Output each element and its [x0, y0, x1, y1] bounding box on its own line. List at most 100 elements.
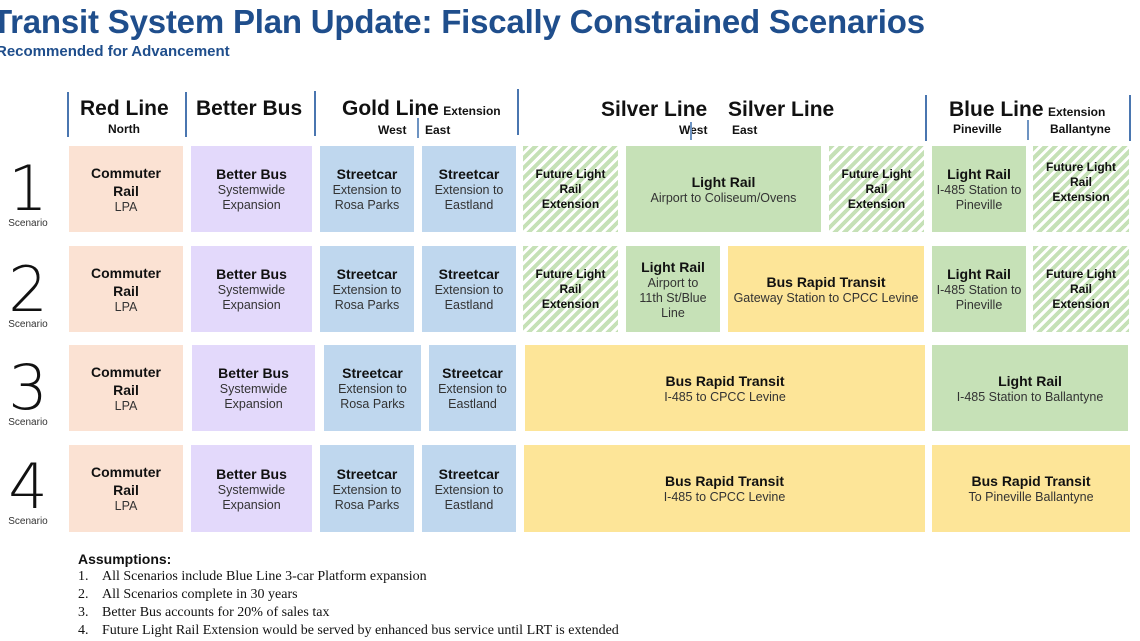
cell-heading: Future Light Rail Extension — [1046, 160, 1116, 204]
scenario-number: 1 — [8, 152, 48, 225]
cell-streetcar-rosa-parks: Streetcar Extension to Rosa Parks — [320, 246, 414, 332]
header-divider — [517, 89, 519, 135]
cell-streetcar-eastland: Streetcar Extension to Eastland — [422, 146, 516, 232]
page-title: Transit System Plan Update: Fiscally Con… — [0, 3, 925, 40]
cell-heading: Commuter Rail — [90, 264, 161, 299]
assumption-item: 4. Future Light Rail Extension would be … — [78, 622, 619, 640]
cell-light-rail-ballantyne: Light Rail I-485 Station to Ballantyne — [932, 345, 1128, 431]
assumption-text: Future Light Rail Extension would be ser… — [102, 623, 619, 638]
cell-detail: I-485 Station to Pineville — [936, 283, 1022, 312]
header-gold-line: Gold Line Extension West East — [342, 97, 501, 137]
header-divider — [314, 91, 316, 136]
cell-streetcar-rosa-parks: Streetcar Extension to Rosa Parks — [324, 345, 421, 431]
cell-better-bus: Better Bus Systemwide Expansion — [191, 246, 312, 332]
cell-heading: Better Bus — [218, 365, 289, 381]
cell-streetcar-rosa-parks: Streetcar Extension to Rosa Parks — [320, 146, 414, 232]
gold-line-title: Gold Line — [342, 97, 439, 120]
assumption-number: 3. — [78, 605, 89, 620]
scenario-caption: Scenario — [8, 319, 48, 330]
header-silver-west: Silver Line West — [601, 98, 707, 137]
cell-detail: I-485 to CPCC Levine — [664, 389, 786, 404]
cell-detail: LPA — [114, 299, 138, 314]
scenario-2-label: 2 Scenario — [0, 253, 56, 331]
cell-heading: Better Bus — [216, 266, 287, 282]
cell-detail: I-485 Station to Pineville — [936, 183, 1022, 212]
header-divider — [1129, 95, 1131, 141]
cell-heading: Bus Rapid Transit — [766, 273, 886, 290]
cell-heading: Bus Rapid Transit — [664, 473, 785, 489]
cell-detail: Extension to Rosa Parks — [332, 183, 402, 212]
cell-heading: Commuter Rail — [90, 464, 161, 498]
assumption-text: All Scenarios include Blue Line 3-car Pl… — [102, 569, 427, 584]
cell-commuter-rail: Commuter Rail LPA — [69, 246, 183, 332]
cell-heading: Future Light Rail Extension — [841, 166, 912, 211]
cell-heading: Future Light Rail Extension — [1046, 266, 1116, 311]
red-line-sub: North — [108, 122, 140, 136]
cell-heading: Light Rail — [947, 166, 1011, 182]
scenario-1-label: 1 Scenario — [0, 152, 56, 230]
scenario-caption: Scenario — [8, 516, 48, 527]
scenario-caption: Scenario — [8, 218, 48, 229]
cell-future-light-rail: Future Light Rail Extension — [1033, 146, 1129, 232]
scenario-3-label: 3 Scenario — [0, 357, 56, 429]
silver-west-sub: West — [679, 123, 708, 137]
cell-brt-i485-cpcc: Bus Rapid Transit I-485 to CPCC Levine — [524, 445, 925, 532]
cell-future-light-rail: Future Light Rail Extension — [523, 246, 618, 332]
cell-commuter-rail: Commuter Rail LPA — [69, 146, 183, 232]
cell-detail: LPA — [114, 499, 138, 513]
scenario-number: 2 — [8, 253, 48, 326]
page-subtitle: Recommended for Advancement — [0, 43, 230, 60]
cell-detail: Extension to Eastland — [438, 382, 507, 411]
cell-heading: Streetcar — [438, 465, 500, 482]
cell-detail: Extension to Rosa Parks — [332, 283, 402, 312]
cell-brt-i485-cpcc: Bus Rapid Transit I-485 to CPCC Levine — [525, 345, 925, 431]
cell-heading: Light Rail — [641, 258, 705, 275]
cell-detail: Gateway Station to CPCC Levine — [733, 290, 919, 305]
cell-heading: Streetcar — [336, 465, 398, 482]
cell-brt-pineville-ballantyne: Bus Rapid Transit To Pineville Ballantyn… — [932, 445, 1130, 532]
cell-heading: Light Rail — [998, 372, 1062, 389]
cell-detail: Extension to Rosa Parks — [338, 382, 407, 411]
cell-heading: Light Rail — [947, 266, 1011, 282]
cell-detail: LPA — [114, 199, 138, 214]
better-bus-title: Better Bus — [196, 97, 303, 120]
scenario-4-label: 4 Scenario — [0, 456, 56, 528]
cell-heading: Commuter Rail — [90, 164, 161, 199]
cell-commuter-rail: Commuter Rail LPA — [69, 345, 183, 431]
cell-light-rail-pineville: Light Rail I-485 Station to Pineville — [932, 246, 1026, 332]
assumption-item: 3. Better Bus accounts for 20% of sales … — [78, 604, 619, 622]
header-subdivider — [690, 122, 692, 140]
cell-heading: Future Light Rail Extension — [535, 266, 606, 311]
header-blue-line: Blue Line Extension Pineville Ballantyne — [949, 98, 1111, 136]
header-subdivider — [1027, 120, 1029, 140]
cell-heading: Light Rail — [691, 173, 756, 190]
cell-heading: Better Bus — [216, 166, 287, 182]
cell-detail: I-485 Station to Ballantyne — [956, 389, 1104, 404]
cell-detail: Extension to Eastland — [434, 482, 504, 512]
cell-detail: Airport to Coliseum/Ovens — [650, 190, 797, 205]
assumptions-heading: Assumptions: — [78, 551, 172, 567]
blue-line-pineville: Pineville — [953, 122, 1002, 136]
cell-light-rail-pineville: Light Rail I-485 Station to Pineville — [932, 146, 1026, 232]
cell-future-light-rail: Future Light Rail Extension — [1033, 246, 1129, 332]
cell-light-rail-airport-11th: Light Rail Airport to 11th St/Blue Line — [626, 246, 720, 332]
assumptions-section: Assumptions: 1. All Scenarios include Bl… — [78, 551, 619, 640]
cell-commuter-rail: Commuter Rail LPA — [69, 445, 183, 532]
cell-heading: Streetcar — [336, 166, 398, 182]
assumption-item: 2. All Scenarios complete in 30 years — [78, 586, 619, 604]
blue-line-ext: Extension — [1047, 105, 1106, 119]
assumption-text: Better Bus accounts for 20% of sales tax — [102, 605, 330, 620]
assumption-text: All Scenarios complete in 30 years — [102, 587, 298, 602]
gold-line-ext: Extension — [443, 104, 501, 118]
header-divider — [185, 92, 187, 137]
cell-detail: Systemwide Expansion — [217, 283, 286, 312]
silver-east-title: Silver Line — [728, 98, 835, 121]
cell-streetcar-eastland: Streetcar Extension to Eastland — [429, 345, 516, 431]
cell-detail: LPA — [114, 398, 138, 413]
cell-detail: Systemwide Expansion — [219, 382, 288, 411]
header-divider — [67, 92, 69, 137]
cell-detail: To Pineville Ballantyne — [968, 490, 1094, 504]
cell-heading: Streetcar — [442, 365, 503, 381]
blue-line-title: Blue Line — [949, 98, 1044, 121]
header-divider — [925, 95, 927, 141]
